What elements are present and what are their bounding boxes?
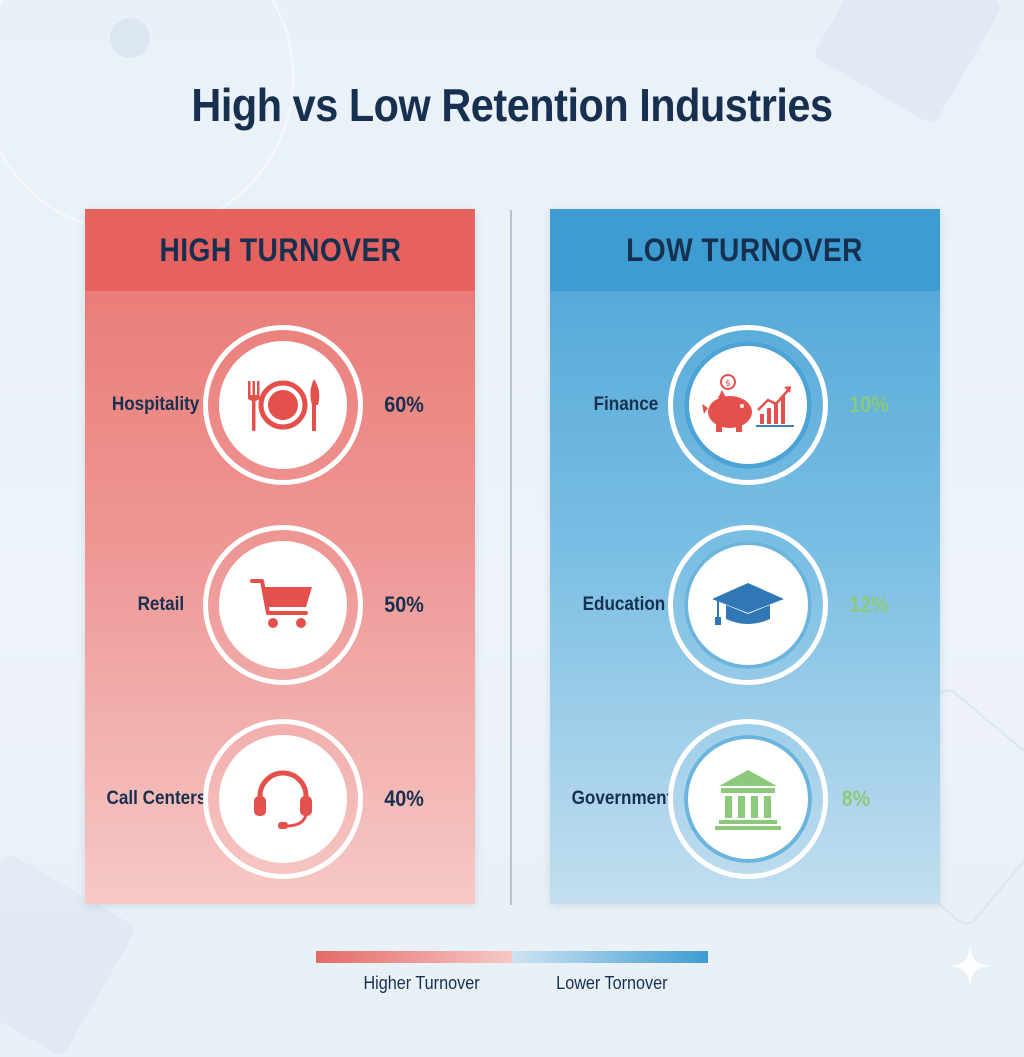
turnover-value: 12%	[849, 592, 889, 617]
turnover-value: 8%	[841, 786, 871, 811]
government-building-icon	[715, 770, 781, 830]
legend-label-higher: Higher Turnover	[363, 973, 480, 993]
industry-icon-circle	[203, 325, 363, 485]
page-title: High vs Low Retention Industries	[191, 79, 833, 131]
plate-cutlery-icon	[248, 379, 320, 431]
industry-icon-circle	[668, 525, 828, 685]
legend-label-lower: Lower Tornover	[556, 973, 668, 993]
industry-row-finance: Finance $	[550, 325, 940, 485]
low-turnover-heading: LOW TURNOVER	[550, 209, 940, 291]
turnover-legend-bar	[316, 951, 708, 963]
industry-label: Government	[571, 788, 673, 809]
industry-icon-circle: $	[668, 325, 828, 485]
turnover-value: 60%	[384, 392, 424, 417]
industry-label: Finance	[593, 394, 659, 415]
industry-row-education: Education 12%	[550, 525, 940, 685]
industry-icon-circle	[668, 719, 828, 879]
panel-divider	[510, 210, 512, 905]
industry-row-hospitality: Hospitality 60%	[85, 325, 475, 485]
sparkle-icon	[950, 946, 990, 986]
high-turnover-panel: HIGH TURNOVER Hospitality 60% Retail	[85, 209, 475, 904]
shopping-cart-icon	[250, 579, 312, 628]
industry-label: Education	[582, 594, 666, 615]
industry-row-call-centers: Call Centers 40%	[85, 719, 475, 879]
piggy-bank-chart-icon: $	[702, 374, 794, 432]
low-turnover-panel: LOW TURNOVER Finance $	[550, 209, 940, 904]
background-dot	[110, 18, 150, 58]
turnover-value: 40%	[384, 786, 424, 811]
graduation-cap-icon	[712, 583, 784, 625]
turnover-value: 50%	[384, 592, 424, 617]
industry-row-retail: Retail 50%	[85, 525, 475, 685]
industry-icon-circle	[203, 719, 363, 879]
industry-label: Hospitality	[111, 394, 200, 415]
headset-icon	[254, 770, 312, 829]
turnover-value: 10%	[849, 392, 889, 417]
high-turnover-heading: HIGH TURNOVER	[85, 209, 475, 291]
svg-text:$: $	[725, 379, 731, 389]
industry-label: Call Centers	[106, 788, 207, 809]
industry-row-government: Government 8%	[550, 719, 940, 879]
industry-label: Retail	[137, 594, 185, 615]
industry-icon-circle	[203, 525, 363, 685]
